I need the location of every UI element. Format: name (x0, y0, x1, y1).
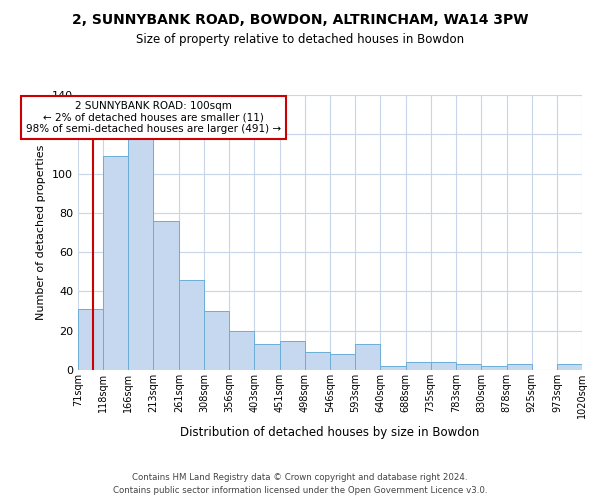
Text: 2, SUNNYBANK ROAD, BOWDON, ALTRINCHAM, WA14 3PW: 2, SUNNYBANK ROAD, BOWDON, ALTRINCHAM, W… (72, 12, 528, 26)
Bar (103, 156, 128, 370)
Bar (254, 344, 280, 370)
Bar (330, 354, 355, 370)
Bar (154, 220, 179, 370)
Bar (431, 362, 456, 370)
Bar (456, 364, 481, 370)
Bar (380, 366, 406, 370)
Bar (305, 352, 330, 370)
Bar (179, 280, 204, 370)
Text: Size of property relative to detached houses in Bowdon: Size of property relative to detached ho… (136, 32, 464, 46)
Text: 2 SUNNYBANK ROAD: 100sqm
← 2% of detached houses are smaller (11)
98% of semi-de: 2 SUNNYBANK ROAD: 100sqm ← 2% of detache… (26, 101, 281, 134)
Bar (128, 138, 154, 370)
Bar (78, 309, 103, 370)
X-axis label: Distribution of detached houses by size in Bowdon: Distribution of detached houses by size … (181, 426, 479, 440)
Text: Contains HM Land Registry data © Crown copyright and database right 2024.: Contains HM Land Registry data © Crown c… (132, 472, 468, 482)
Bar (229, 330, 254, 370)
Bar (204, 311, 229, 370)
Text: Contains public sector information licensed under the Open Government Licence v3: Contains public sector information licen… (113, 486, 487, 495)
Bar (355, 344, 380, 370)
Bar (481, 366, 506, 370)
Bar (506, 364, 532, 370)
Y-axis label: Number of detached properties: Number of detached properties (37, 145, 46, 320)
Bar (557, 364, 582, 370)
Bar (406, 362, 431, 370)
Bar (280, 340, 305, 370)
